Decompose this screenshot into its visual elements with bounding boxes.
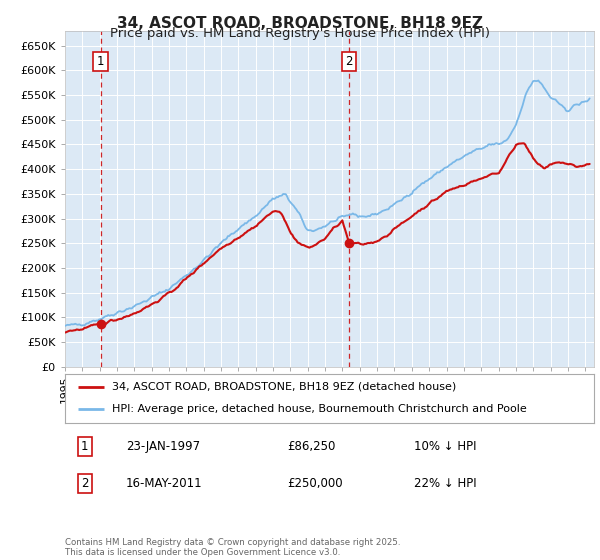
Text: Contains HM Land Registry data © Crown copyright and database right 2025.
This d: Contains HM Land Registry data © Crown c… bbox=[65, 538, 400, 557]
Text: 10% ↓ HPI: 10% ↓ HPI bbox=[414, 440, 476, 453]
Text: 23-JAN-1997: 23-JAN-1997 bbox=[125, 440, 200, 453]
Text: £250,000: £250,000 bbox=[287, 477, 343, 490]
Text: 34, ASCOT ROAD, BROADSTONE, BH18 9EZ (detached house): 34, ASCOT ROAD, BROADSTONE, BH18 9EZ (de… bbox=[112, 382, 457, 392]
Text: HPI: Average price, detached house, Bournemouth Christchurch and Poole: HPI: Average price, detached house, Bour… bbox=[112, 404, 527, 414]
Text: 1: 1 bbox=[81, 440, 89, 453]
Text: 1: 1 bbox=[97, 55, 104, 68]
Text: Price paid vs. HM Land Registry's House Price Index (HPI): Price paid vs. HM Land Registry's House … bbox=[110, 27, 490, 40]
Text: 2: 2 bbox=[345, 55, 353, 68]
Text: £86,250: £86,250 bbox=[287, 440, 335, 453]
Text: 16-MAY-2011: 16-MAY-2011 bbox=[125, 477, 202, 490]
Text: 34, ASCOT ROAD, BROADSTONE, BH18 9EZ: 34, ASCOT ROAD, BROADSTONE, BH18 9EZ bbox=[117, 16, 483, 31]
Text: 22% ↓ HPI: 22% ↓ HPI bbox=[414, 477, 476, 490]
Text: 2: 2 bbox=[81, 477, 89, 490]
